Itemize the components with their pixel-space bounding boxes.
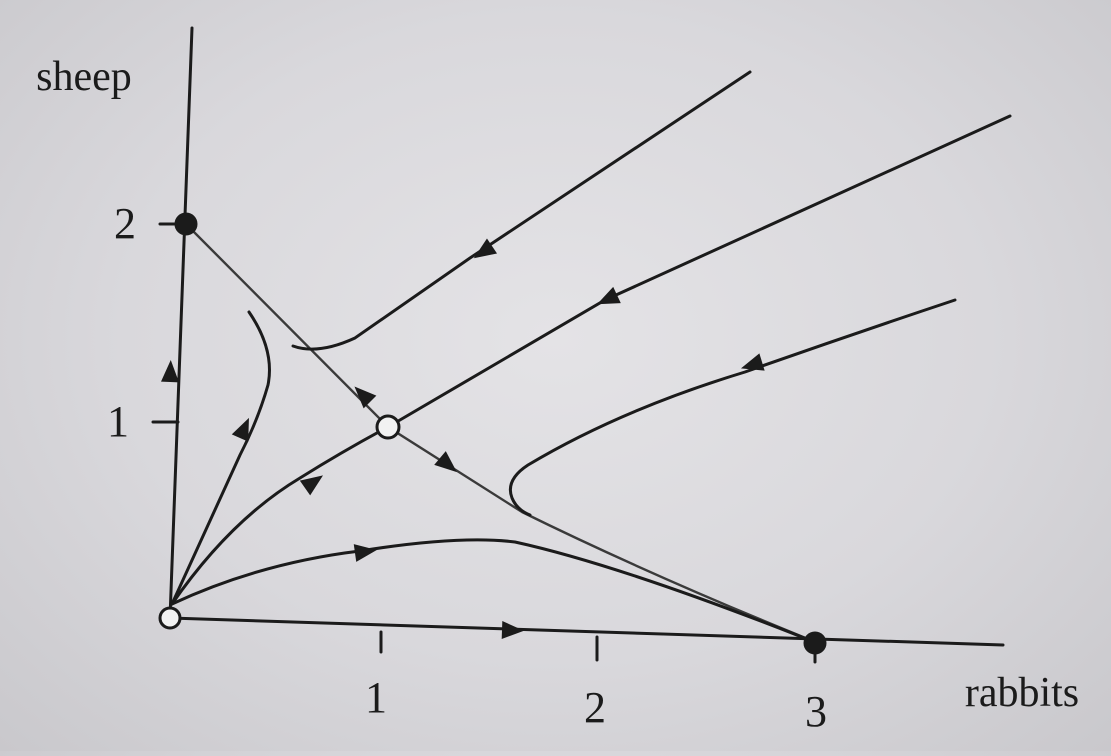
x-axis	[168, 616, 1005, 647]
trajectory-upper	[291, 70, 752, 351]
separatrix-unstable	[170, 114, 1012, 606]
trajectory-left-cusp	[170, 310, 271, 606]
arrow-icon	[434, 451, 457, 473]
arrow-icon	[501, 621, 524, 639]
y-tick-label-2: 2	[114, 199, 136, 248]
arrow-icon	[299, 475, 324, 496]
arrow-icon	[161, 360, 179, 383]
fixed-point-rabbits	[803, 631, 827, 655]
trajectories	[170, 70, 1012, 643]
arrow-icon	[353, 544, 377, 562]
arrow-icon	[740, 353, 765, 371]
x-axis-label: rabbits	[965, 670, 1079, 716]
y-axis	[168, 26, 194, 620]
trajectory-lower	[170, 538, 814, 643]
y-axis-label: sheep	[36, 54, 132, 100]
x-tick-label-2: 2	[584, 683, 606, 732]
fixed-point-saddle	[375, 414, 401, 440]
arrow-icon	[231, 417, 249, 442]
y-tick-label-1: 1	[107, 397, 129, 446]
x-tick-label-3: 3	[805, 687, 827, 736]
trajectory-right	[508, 298, 957, 517]
fixed-point-sheep	[174, 212, 198, 236]
fixed-points	[158, 212, 827, 655]
arrow-icon	[597, 286, 621, 305]
x-tick-label-1: 1	[365, 673, 387, 722]
fixed-point-origin	[158, 606, 182, 630]
arrowheads	[161, 238, 765, 639]
arrow-icon	[354, 386, 377, 409]
separatrix-stable	[184, 222, 815, 643]
arrow-icon	[473, 238, 498, 259]
